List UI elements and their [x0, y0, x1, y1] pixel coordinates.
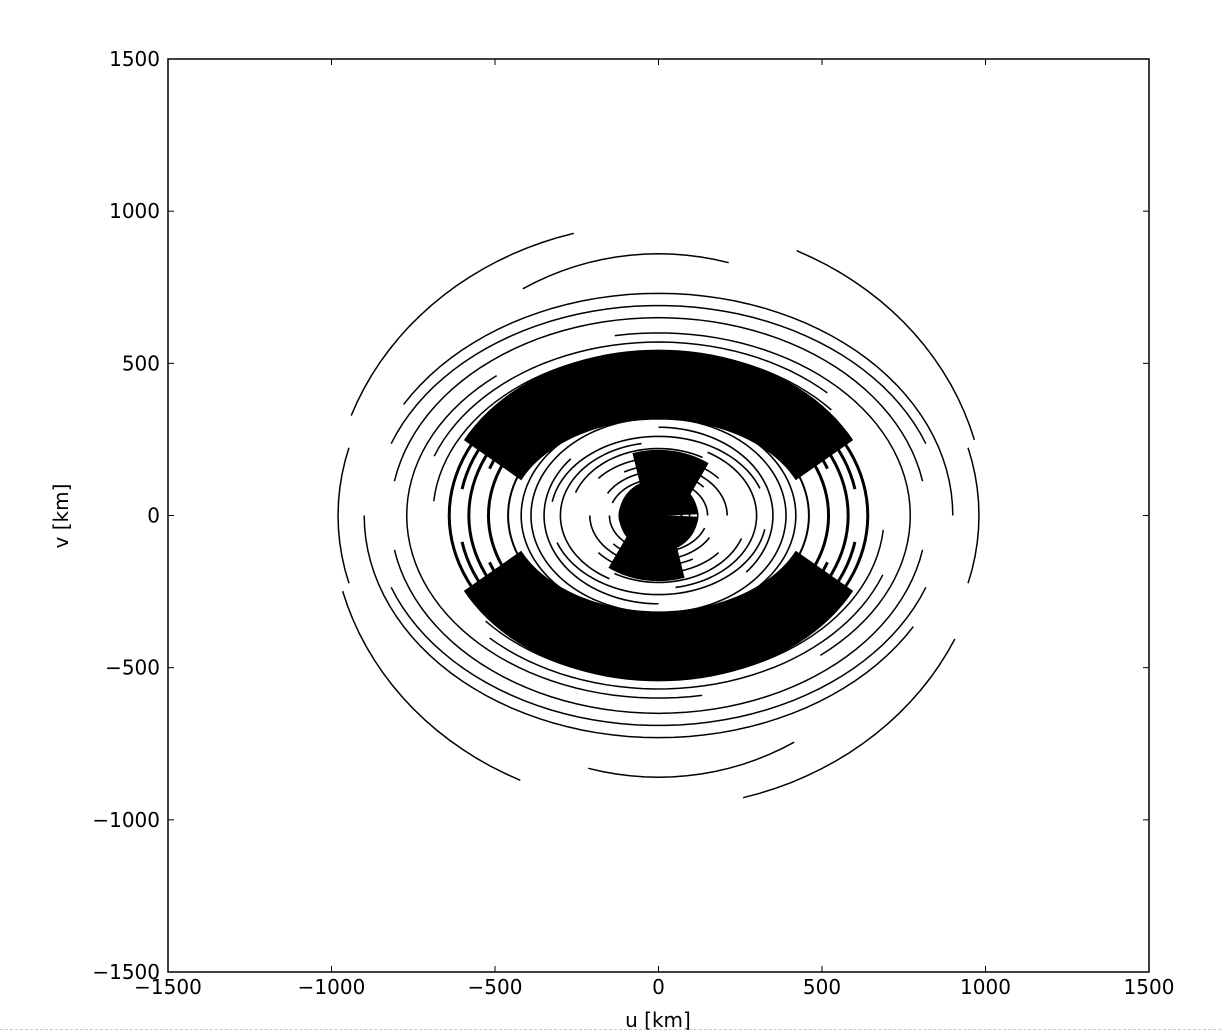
y-tick-label-4: 500: [122, 351, 160, 375]
uv-track-28-arc-0: [634, 497, 683, 534]
uv-track-1-arc-1: [337, 447, 350, 584]
x-axis-label: u [km]: [625, 1008, 691, 1032]
uv-track-10-arc-1: [460, 541, 857, 670]
x-tick-label-0: −1500: [134, 975, 202, 999]
uv-track-6-arc-0: [614, 332, 878, 425]
uv-track-16-arc-1: [520, 425, 683, 620]
x-tick-label-2: −500: [468, 975, 523, 999]
uv-track-7-arc-0: [433, 341, 828, 457]
uv-track-6-arc-1: [405, 374, 498, 608]
uv-track-10-arc-0: [460, 361, 857, 490]
uv-track-6-arc-3: [819, 423, 912, 657]
uv-track-16-arc-0: [634, 411, 797, 606]
uv-track-20-arc-0: [675, 451, 758, 589]
y-tick-label-2: −500: [105, 656, 160, 680]
uv-track-24-arc-1: [612, 537, 711, 561]
dense-region-2-arc-0: [619, 478, 698, 553]
uv-track-2-arc-1: [588, 741, 795, 778]
uv-track-8-arc-1: [485, 529, 885, 681]
uv-track-1-arc-0: [967, 447, 980, 584]
uv-track-18-arc-1: [543, 458, 659, 605]
x-tick-label-4: 500: [803, 975, 841, 999]
y-tick-label-5: 1000: [109, 199, 160, 223]
uv-track-0-arc-3: [742, 638, 956, 799]
uv-track-20-arc-1: [559, 442, 642, 580]
uv-track-21-arc-0: [574, 447, 703, 493]
x-axis-ticks: −1500 −1000 −500 0 500 1000 1500: [134, 59, 1174, 999]
uv-track-13-arc-0: [486, 386, 831, 645]
uv-track-25-arc-1: [608, 515, 706, 553]
uv-track-4-arc-0: [390, 304, 927, 445]
uv-track-19-arc-1: [556, 529, 766, 596]
y-axis-ticks: −1500 −1000 −500 0 500 1000 1500: [92, 47, 1149, 984]
dense-region-0-arc-1: [463, 550, 854, 682]
uv-track-5-arc-0: [393, 316, 924, 482]
uv-track-23-arc-0: [623, 464, 728, 516]
uv-track-15-arc-0: [507, 403, 810, 628]
dense-region-1-arc-1: [608, 533, 685, 582]
x-tick-label-3: 0: [652, 975, 665, 999]
uv-track-12-arc-0: [488, 377, 829, 470]
dense-region-0-arc-0: [463, 349, 854, 481]
bottom-dashed-rule: [0, 1029, 1221, 1030]
uv-track-22-arc-0: [597, 456, 720, 479]
y-tick-label-1: −1000: [92, 808, 160, 832]
uv-track-22-arc-1: [597, 552, 720, 575]
y-tick-label-3: 0: [147, 504, 160, 528]
uv-track-3-arc-0: [403, 292, 954, 516]
uv-track-23-arc-1: [589, 515, 694, 567]
uv-track-6-arc-2: [439, 606, 703, 699]
uv-track-11-arc-0: [467, 370, 850, 661]
y-tick-label-0: −1500: [92, 960, 160, 984]
x-tick-label-5: 1000: [960, 975, 1011, 999]
uv-track-21-arc-1: [614, 538, 743, 584]
uv-track-26-arc-0: [618, 485, 699, 546]
uv-track-4-arc-1: [390, 586, 927, 727]
x-tick-label-1: −1000: [298, 975, 366, 999]
uv-track-12-arc-1: [488, 561, 829, 654]
uv-track-2-arc-0: [522, 253, 729, 290]
dense-region-1-arc-0: [632, 449, 709, 498]
uv-track-0-arc-0: [796, 250, 976, 441]
uv-tracks: [337, 232, 980, 799]
uv-track-18-arc-0: [658, 426, 774, 573]
uv-track-0-arc-1: [350, 232, 575, 416]
uv-track-9-arc-0: [447, 355, 870, 676]
uv-track-8-arc-0: [432, 350, 832, 502]
uv-track-27-arc-0: [626, 491, 691, 540]
uv-track-0-arc-2: [341, 590, 521, 781]
x-tick-label-6: 1500: [1124, 975, 1175, 999]
uv-track-14-arc-0: [518, 395, 799, 457]
uv-track-3-arc-1: [363, 515, 914, 739]
uv-track-19-arc-0: [551, 435, 761, 502]
uv-track-5-arc-1: [393, 549, 924, 715]
uv-track-24-arc-0: [606, 470, 705, 494]
y-axis-label: v [km]: [49, 484, 73, 549]
uv-track-17-arc-0: [530, 417, 787, 614]
y-tick-label-6: 1500: [109, 47, 160, 71]
uv-track-7-arc-1: [489, 574, 884, 690]
uv-track-25-arc-0: [611, 478, 709, 516]
uv-track-14-arc-1: [518, 574, 799, 636]
